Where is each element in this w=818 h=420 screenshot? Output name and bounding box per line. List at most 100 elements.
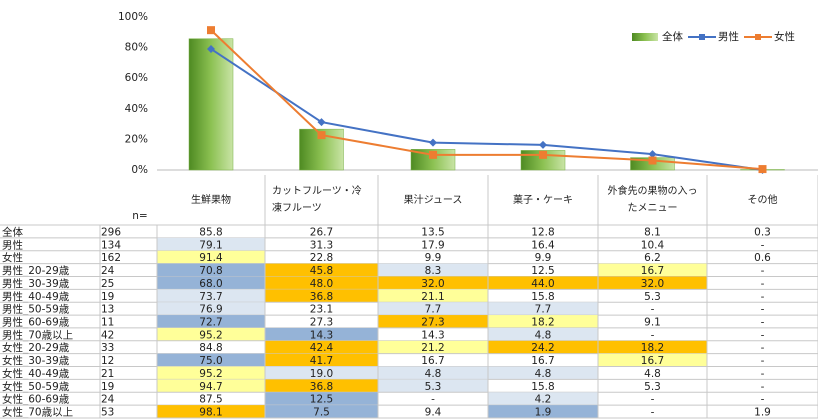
- cell-text: 76.9: [199, 304, 222, 316]
- cell-text: 0.3: [754, 226, 771, 238]
- row-label: 男性_20-29歳: [2, 264, 70, 277]
- y-tick-label: 0%: [131, 164, 148, 176]
- cell-fill: [157, 250, 265, 264]
- cell-fill: [157, 405, 265, 418]
- cell-text: 87.5: [199, 394, 222, 406]
- header-cell: 生鮮果物: [191, 194, 231, 206]
- header-cell: カットフルーツ・冷凍フルーツ: [272, 186, 362, 214]
- row-label: 女性_60-69歳: [2, 393, 70, 406]
- cell-text: 91.4: [199, 252, 223, 264]
- cell-text: -: [761, 329, 765, 341]
- cell-text: 95.2: [199, 368, 222, 380]
- cell-fill: [157, 237, 265, 251]
- cell-fill: [157, 315, 265, 328]
- cell-fill: [265, 366, 378, 380]
- y-tick-label: 40%: [125, 103, 148, 115]
- cell-text: -: [431, 394, 435, 406]
- cell-text: 94.7: [199, 381, 222, 393]
- cell-text: 4.2: [535, 394, 552, 406]
- cell-text: -: [761, 304, 765, 316]
- bar: [188, 38, 234, 171]
- y-tick-label: 60%: [125, 72, 148, 84]
- legend-label: 全体: [662, 30, 683, 43]
- cell-fill: [378, 276, 488, 290]
- row-label: 女性_20-29歳: [2, 341, 70, 354]
- cell-text: 70.8: [199, 265, 222, 277]
- cell-fill: [488, 302, 598, 316]
- cell-text: 17.9: [421, 239, 444, 251]
- marker: [317, 131, 326, 140]
- row-n: 296: [101, 226, 121, 238]
- cell-text: 72.7: [199, 317, 222, 329]
- row-n: 162: [101, 252, 121, 264]
- cell-text: 22.8: [310, 252, 333, 264]
- cell-text: 5.3: [425, 381, 442, 393]
- row-n: 11: [101, 317, 114, 329]
- cell-text: 4.8: [644, 368, 661, 380]
- cell-text: 1.9: [535, 407, 552, 419]
- cell-text: 4.8: [425, 368, 442, 380]
- cell-text: -: [761, 342, 765, 354]
- cell-fill: [265, 392, 378, 406]
- cell-text: 79.1: [199, 239, 222, 251]
- cell-fill: [265, 327, 378, 341]
- cell-fill: [488, 276, 598, 290]
- cell-text: 7.7: [425, 304, 442, 316]
- row-n: 24: [101, 265, 115, 277]
- y-tick-label: 80%: [125, 42, 148, 54]
- header-text: 生鮮果物: [191, 194, 231, 206]
- line: [210, 48, 763, 171]
- cell-text: -: [761, 278, 765, 290]
- y-tick-label: 20%: [125, 133, 148, 145]
- cell-fill: [378, 379, 488, 393]
- cell-text: 13.5: [421, 226, 444, 238]
- cell-fill: [265, 340, 378, 354]
- cell-fill: [157, 379, 265, 393]
- cell-fill: [378, 302, 488, 316]
- header-text: カットフルーツ・冷凍フルーツ: [272, 186, 362, 214]
- marker: [758, 165, 767, 174]
- cell-text: 23.1: [310, 304, 333, 316]
- cell-fill: [265, 379, 378, 393]
- cell-text: 36.8: [310, 291, 333, 303]
- row-label: 女性_70歳以上: [2, 406, 73, 419]
- cell-text: 73.7: [199, 291, 222, 303]
- cell-text: 9.1: [644, 317, 661, 329]
- row-label: 女性_30-39歳: [2, 354, 70, 367]
- cell-text: 9.9: [425, 252, 442, 264]
- cell-text: -: [651, 394, 655, 406]
- cell-text: 16.4: [531, 239, 555, 251]
- row-n: 12: [101, 355, 114, 367]
- legend-swatch: [632, 33, 658, 41]
- row-n: 24: [101, 394, 115, 406]
- header-text: 外食先の果物の入ったメニュー: [607, 186, 698, 214]
- cell-text: 15.8: [531, 381, 554, 393]
- cell-text: 44.0: [531, 278, 554, 290]
- marker: [648, 156, 657, 165]
- n-header: n=: [132, 210, 147, 222]
- cell-text: 21.1: [421, 291, 444, 303]
- cell-fill: [598, 340, 707, 354]
- cell-text: 85.8: [199, 226, 222, 238]
- cell-text: -: [761, 355, 765, 367]
- cell-text: 18.2: [531, 317, 554, 329]
- cell-text: 95.2: [199, 329, 222, 341]
- header-cell: 果汁ジュース: [404, 195, 463, 206]
- cell-text: -: [761, 239, 765, 251]
- cell-text: 42.4: [310, 342, 334, 354]
- legend-swatch: [699, 34, 705, 40]
- row-label: 男性_60-69歳: [2, 316, 70, 329]
- marker: [539, 150, 547, 159]
- cell-text: -: [651, 407, 655, 419]
- cell-text: 75.0: [199, 355, 222, 367]
- cell-text: 18.2: [641, 342, 664, 354]
- cell-text: -: [761, 291, 765, 303]
- cell-text: 4.8: [535, 329, 552, 341]
- cell-text: 6.2: [644, 252, 661, 264]
- cell-text: 14.3: [421, 329, 444, 341]
- marker: [207, 44, 215, 53]
- row-n: 19: [101, 381, 114, 393]
- row-n: 134: [101, 239, 121, 251]
- row-n: 13: [101, 304, 114, 316]
- cell-text: -: [651, 304, 655, 316]
